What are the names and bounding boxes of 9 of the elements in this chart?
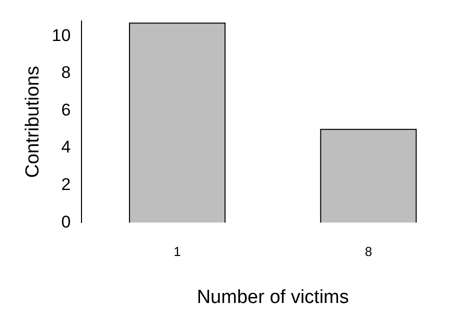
y-tick-label: 8	[61, 63, 71, 82]
y-tick-label: 2	[61, 174, 71, 194]
y-tick-label: 6	[61, 100, 71, 120]
x-axis-title: Number of victims	[196, 286, 349, 308]
y-tick-label: 4	[61, 138, 71, 157]
x-tick-label: 1	[174, 244, 181, 259]
y-tick-label: 0	[61, 212, 71, 232]
y-axis-title: Contributions	[22, 66, 44, 178]
y-tick-label: 10	[52, 26, 71, 45]
